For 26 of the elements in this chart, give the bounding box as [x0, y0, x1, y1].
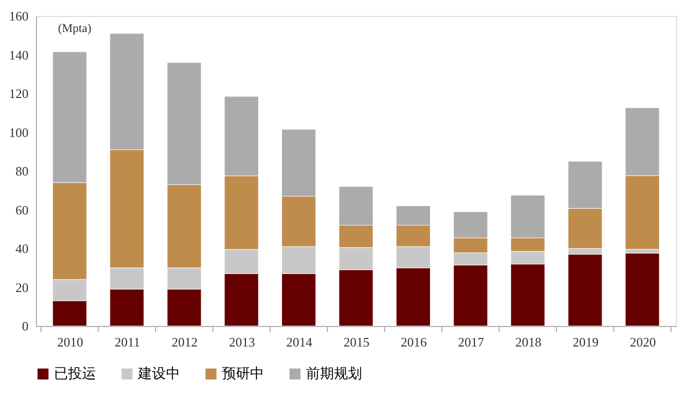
legend-label: 预研中 — [222, 366, 264, 382]
x-tick-label: 2012 — [172, 334, 198, 350]
y-tick-label: 20 — [16, 280, 28, 295]
x-tick-label: 2017 — [458, 334, 485, 350]
y-tick-label: 100 — [9, 124, 28, 140]
legend-label: 已投运 — [54, 366, 96, 382]
x-tick-label: 2013 — [228, 334, 255, 350]
y-axis-title: (Mpta) — [58, 21, 92, 35]
y-tick-label: 80 — [16, 164, 28, 178]
y-tick-label: 60 — [16, 202, 28, 218]
legend-label: 前期规划 — [306, 366, 362, 382]
bar — [625, 252, 660, 326]
y-tick-label: 160 — [9, 8, 28, 24]
y-tick-label: 120 — [9, 86, 28, 101]
x-tick-label: 2020 — [630, 334, 656, 350]
y-tick-label: 40 — [16, 241, 28, 256]
x-tick-label: 2014 — [286, 334, 313, 350]
x-tick-label: 2018 — [515, 334, 542, 350]
x-tick-label: 2011 — [114, 334, 140, 350]
x-tick-label: 2010 — [57, 334, 84, 350]
x-tick-label: 2015 — [344, 334, 370, 350]
y-tick-label: 0 — [22, 318, 28, 334]
x-tick-label: 2016 — [400, 334, 428, 350]
x-tick-label: 2019 — [572, 334, 599, 350]
y-tick-label: 140 — [9, 47, 28, 62]
legend-label: 建设中 — [137, 366, 180, 382]
